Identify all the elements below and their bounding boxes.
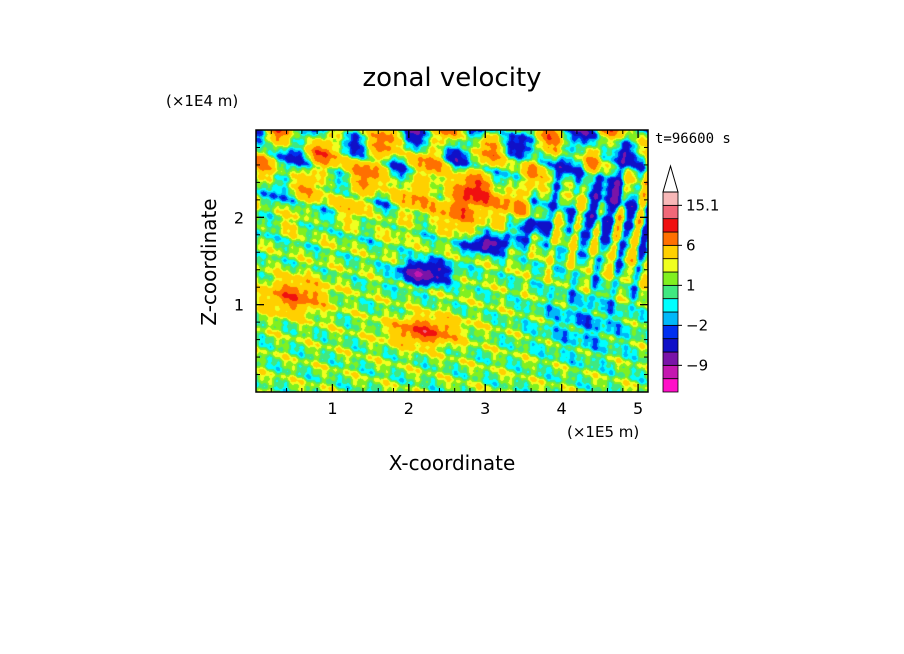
- colorbar-swatch: [662, 364, 679, 380]
- colorbar-swatch: [662, 351, 679, 366]
- x-tick-label: 1: [327, 399, 337, 418]
- colorbar-label: 15.1: [686, 196, 719, 214]
- colorbar-label: −2: [686, 316, 708, 334]
- colorbar-swatch: [662, 378, 679, 393]
- colorbar-swatch: [662, 218, 679, 233]
- colorbar-swatch: [662, 258, 679, 273]
- colorbar-swatch: [662, 191, 679, 206]
- x-axis-ticks: 1 2 3 4 5: [270, 130, 643, 418]
- colorbar-label: −9: [686, 356, 708, 374]
- x-tick-label: 2: [404, 399, 414, 418]
- colorbar-label: 1: [686, 276, 696, 294]
- colorbar-swatch: [662, 298, 679, 313]
- velocity-field: [256, 130, 648, 392]
- colorbar-swatch: [662, 271, 679, 286]
- colorbar-swatch: [662, 324, 679, 340]
- x-tick-label: 4: [557, 399, 567, 418]
- y-tick-label: 1: [234, 296, 244, 315]
- y-unit-label: (×1E4 m): [166, 92, 238, 110]
- time-label: t=96600 s: [655, 131, 731, 147]
- colorbar-swatch: [662, 311, 679, 326]
- colorbar: 15.1 6 1 −2 −9: [662, 164, 719, 393]
- x-axis-label: X-coordinate: [389, 451, 516, 475]
- x-tick-label: 3: [480, 399, 490, 418]
- colorbar-swatch: [662, 244, 679, 260]
- colorbar-extend-arrow: [662, 164, 679, 193]
- y-tick-label: 2: [234, 208, 244, 227]
- colorbar-label: 6: [686, 236, 696, 254]
- chart-title: zonal velocity: [362, 63, 541, 93]
- y-axis-ticks: 12: [234, 146, 648, 376]
- x-tick-label: 5: [633, 399, 643, 418]
- colorbar-swatch: [662, 231, 679, 246]
- colorbar-swatch: [662, 338, 679, 353]
- x-unit-label: (×1E5 m): [567, 423, 639, 441]
- colorbar-swatch: [662, 284, 679, 300]
- colorbar-swatch: [662, 204, 679, 220]
- y-axis-label: Z-coordinate: [197, 198, 221, 325]
- plot-frame: [255, 129, 649, 393]
